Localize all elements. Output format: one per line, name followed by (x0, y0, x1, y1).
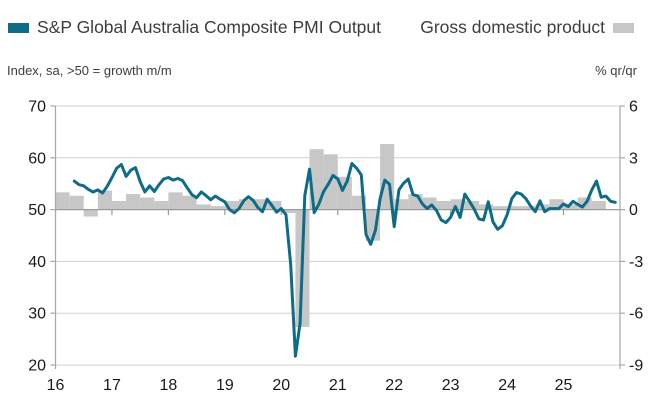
gdp-bar (450, 199, 465, 210)
x-axis-label: 16 (47, 377, 65, 394)
gdp-bar (69, 195, 84, 210)
right-axis-label: -6 (629, 306, 643, 323)
right-axis-label: -9 (629, 358, 643, 375)
gdp-bar (154, 200, 169, 210)
gdp-bar (168, 192, 183, 210)
right-axis-label: 3 (629, 150, 638, 167)
gdp-bar (281, 209, 296, 214)
x-axis-label: 17 (103, 377, 121, 394)
gdp-bar (563, 204, 578, 210)
gdp-bar (549, 199, 564, 210)
gdp-bar (210, 206, 225, 210)
gdp-bar (507, 206, 522, 210)
left-axis-label: 60 (28, 150, 46, 167)
gdp-bar (111, 200, 127, 210)
gdp-bar (394, 199, 409, 210)
gdp-bar (55, 192, 70, 210)
x-axis-label: 19 (216, 377, 234, 394)
gdp-bar (83, 209, 98, 217)
gdp-bar (140, 197, 155, 210)
pmi-line-swatch-icon (8, 23, 29, 33)
gdp-bar (267, 200, 282, 210)
left-axis-label: 20 (28, 358, 46, 375)
left-axis-note: Index, sa, >50 = growth m/m (7, 63, 172, 78)
x-axis-label: 24 (498, 377, 516, 394)
right-axis-note: % qr/qr (595, 63, 637, 78)
gdp-bar (196, 204, 211, 210)
gdp-bar (492, 206, 508, 210)
legend-pmi: S&P Global Australia Composite PMI Outpu… (8, 16, 408, 39)
legend-gdp: Gross domestic product (420, 16, 634, 39)
right-axis-label: 0 (629, 202, 638, 219)
x-axis-label: 23 (442, 377, 460, 394)
pmi-legend-label: S&P Global Australia Composite PMI Outpu… (37, 17, 382, 37)
x-axis-label: 22 (385, 377, 403, 394)
left-axis-label: 50 (28, 202, 46, 219)
x-axis-label: 25 (555, 377, 573, 394)
right-axis-label: -3 (629, 254, 643, 271)
gdp-legend-label: Gross domestic product (420, 17, 605, 37)
gdp-bar-swatch-icon (613, 23, 634, 33)
x-axis-label: 18 (160, 377, 178, 394)
left-axis-label: 40 (28, 254, 46, 271)
pmi-line (72, 162, 617, 358)
gdp-bar (253, 199, 268, 210)
gdp-bar (97, 190, 112, 210)
x-axis-label: 20 (272, 377, 290, 394)
gdp-bar (126, 194, 141, 210)
gdp-bar (521, 206, 536, 210)
gdp-bar (238, 199, 254, 210)
x-axis-label: 21 (329, 377, 347, 394)
gdp-bar (182, 195, 197, 210)
gdp-bar (224, 200, 239, 210)
right-axis-label: 6 (629, 99, 638, 116)
gdp-bar (591, 200, 606, 210)
gdp-bar (436, 200, 451, 210)
left-axis-label: 70 (28, 99, 46, 116)
left-axis-label: 30 (28, 306, 46, 323)
